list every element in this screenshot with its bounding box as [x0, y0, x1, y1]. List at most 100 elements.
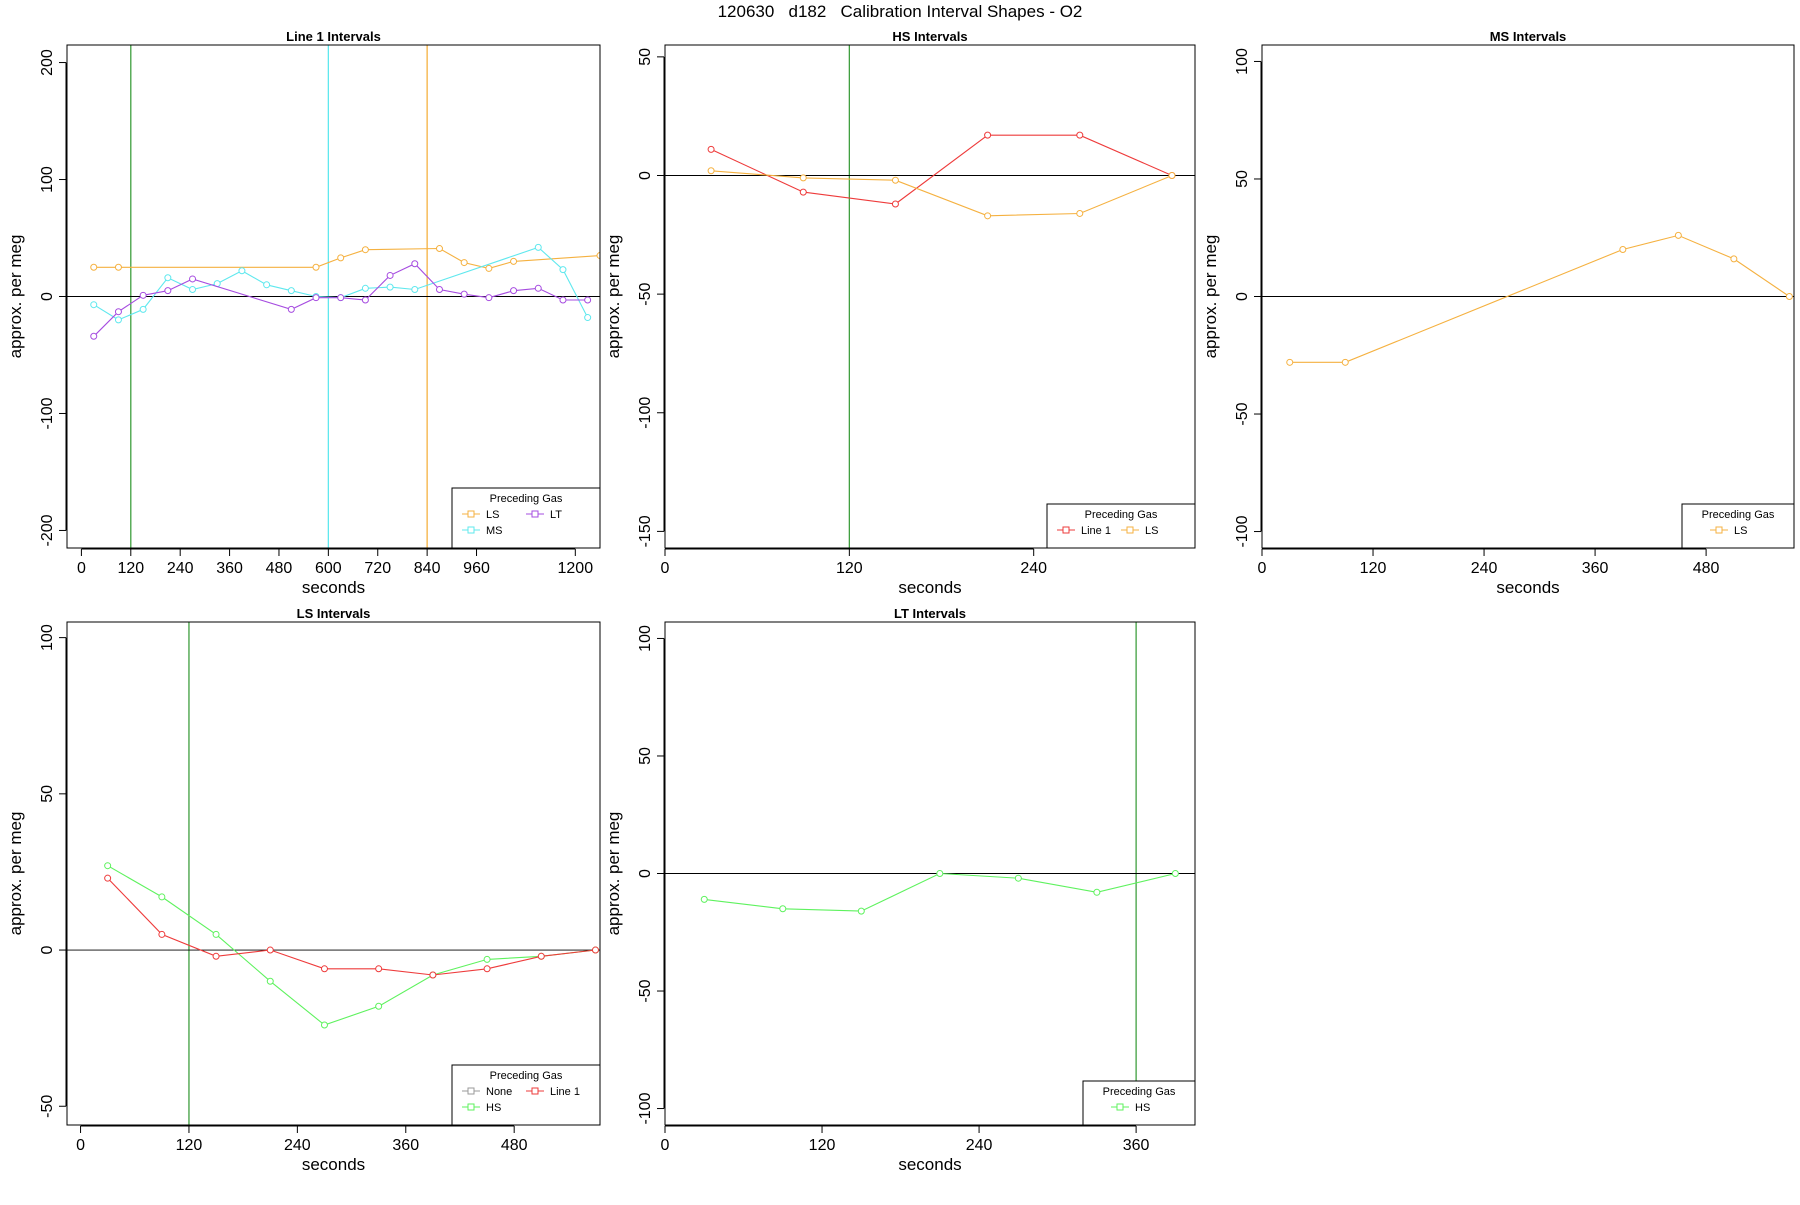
data-point — [158, 930, 166, 938]
data-point — [591, 946, 599, 954]
data-point — [375, 965, 383, 973]
data-point — [411, 285, 419, 293]
x-tick-label: 480 — [1693, 560, 1720, 577]
legend-box — [451, 487, 601, 549]
y-tick-label: 200 — [39, 49, 56, 76]
page-title: 120630 d182 Calibration Interval Shapes … — [717, 2, 1083, 21]
y-tick-label: 100 — [39, 166, 56, 193]
legend-swatch-marker — [1715, 526, 1723, 534]
x-tick-label: 120 — [176, 1137, 203, 1154]
data-point — [984, 212, 992, 220]
data-point — [312, 263, 320, 271]
data-point — [189, 275, 197, 283]
legend-entry: Line 1 — [1057, 525, 1111, 537]
data-point — [139, 291, 147, 299]
series-hs — [700, 870, 1179, 915]
x-tick-label: 0 — [77, 560, 86, 577]
legend-label: HS — [486, 1102, 501, 1114]
legend-title: Preceding Gas — [1085, 509, 1158, 521]
y-tick-label: 0 — [637, 171, 654, 180]
series-line — [107, 877, 596, 976]
legend: Preceding Gas Line 1 LS — [1046, 503, 1196, 549]
legend-box — [451, 1064, 601, 1126]
legend-swatch-marker — [1062, 526, 1070, 534]
legend-label: LT — [550, 509, 562, 521]
data-point — [114, 263, 122, 271]
data-point — [263, 281, 271, 289]
series-hs — [104, 862, 599, 1029]
data-point — [584, 314, 592, 322]
series-line — [711, 170, 1173, 217]
x-tick-label: 1200 — [558, 560, 594, 577]
data-point — [1014, 874, 1022, 882]
x-tick-label: 0 — [661, 560, 670, 577]
data-point — [537, 952, 545, 960]
x-tick-label: 0 — [76, 1137, 85, 1154]
x-tick-label: 720 — [364, 560, 391, 577]
series-line — [93, 263, 588, 337]
data-point — [435, 245, 443, 253]
y-axis-label: approx. per meg — [6, 812, 25, 936]
data-point — [534, 284, 542, 292]
data-point — [287, 287, 295, 295]
series-lt — [90, 260, 592, 340]
legend-entry: MS — [462, 525, 503, 537]
data-point — [483, 955, 491, 963]
chart-title: LT Intervals — [894, 606, 966, 621]
series-line — [1289, 234, 1790, 363]
legend-entry: Line 1 — [526, 1086, 580, 1098]
x-tick-label: 240 — [167, 560, 194, 577]
x-axis-label: seconds — [898, 1155, 961, 1174]
data-point — [779, 905, 787, 913]
x-axis-label: seconds — [1496, 578, 1559, 597]
data-point — [1785, 293, 1793, 300]
data-point — [189, 285, 197, 293]
data-point — [114, 316, 122, 324]
chart-panel-2: HS Intervals 0 120 240 seconds -150 -100 -50 0 50… — [604, 29, 1196, 597]
legend-entry: HS — [462, 1102, 501, 1114]
data-point — [460, 290, 468, 298]
legend-entry: HS — [1111, 1102, 1150, 1114]
legend-box — [1082, 1080, 1196, 1126]
x-tick-label: 0 — [1258, 560, 1267, 577]
y-tick-label: 100 — [1234, 48, 1251, 75]
legend-label: Line 1 — [550, 1086, 580, 1098]
data-point — [375, 1002, 383, 1010]
y-axis-label: approx. per meg — [604, 812, 623, 936]
y-tick-label: 0 — [637, 869, 654, 878]
data-point — [485, 294, 493, 302]
y-tick-label: -100 — [39, 397, 56, 429]
data-point — [266, 977, 274, 985]
x-tick-label: 240 — [1471, 560, 1498, 577]
series-line — [107, 865, 596, 1026]
legend-swatch-marker — [531, 510, 539, 518]
series-ls — [90, 245, 600, 272]
x-tick-label: 240 — [966, 1137, 993, 1154]
legend-label: Line 1 — [1081, 525, 1111, 537]
y-tick-label: 50 — [637, 747, 654, 765]
legend-entry: LS — [1121, 525, 1158, 537]
data-point — [700, 895, 708, 903]
data-point — [510, 257, 518, 265]
data-point — [799, 188, 807, 196]
data-point — [584, 296, 592, 304]
data-point — [1286, 358, 1294, 366]
data-point — [411, 260, 419, 268]
y-tick-label: 0 — [39, 292, 56, 301]
y-tick-label: 0 — [1234, 292, 1251, 301]
data-point — [1168, 171, 1176, 179]
legend-swatch-marker — [467, 510, 475, 518]
x-tick-label: 480 — [266, 560, 293, 577]
data-point — [1730, 255, 1738, 263]
legend-box — [1046, 503, 1196, 549]
legend: Preceding Gas LS — [1681, 503, 1795, 549]
y-tick-label: 100 — [39, 624, 56, 651]
x-tick-label: 0 — [661, 1137, 670, 1154]
data-point — [1076, 131, 1084, 139]
legend-title: Preceding Gas — [490, 1070, 563, 1082]
series-line — [93, 247, 600, 269]
series-line — [710, 134, 1173, 205]
x-tick-label: 240 — [1020, 560, 1047, 577]
y-axis-label: approx. per meg — [6, 235, 25, 359]
